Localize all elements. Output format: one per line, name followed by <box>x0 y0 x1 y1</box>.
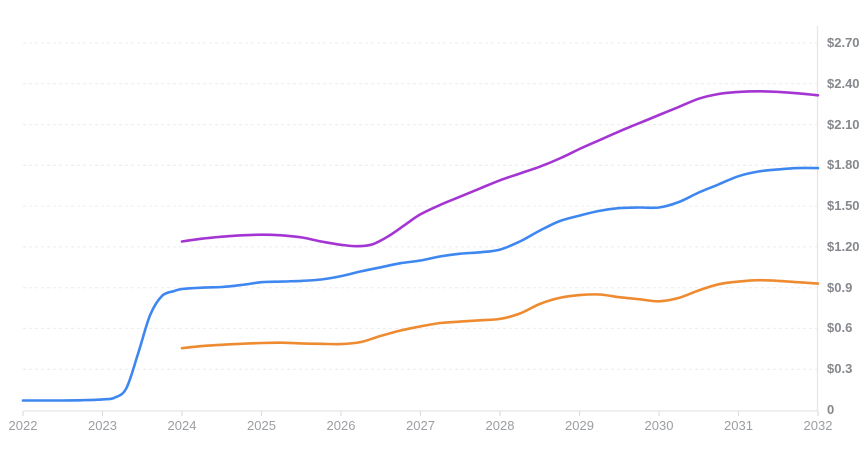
y-tick-label: $1.80 <box>827 157 860 173</box>
series-line-blue <box>21 166 820 402</box>
x-tick-label: 2025 <box>247 418 276 433</box>
x-tick-label: 2031 <box>724 418 753 433</box>
y-tick-label: $0.6 <box>827 320 853 336</box>
series-line-purple <box>180 90 820 248</box>
series-line-orange <box>180 278 820 350</box>
y-tick-label: $0.3 <box>827 361 853 377</box>
x-tick-label: 2027 <box>406 418 435 433</box>
y-tick-label: $2.10 <box>827 116 860 132</box>
x-tick-label: 2029 <box>565 418 594 433</box>
x-tick-label: 2026 <box>326 418 356 433</box>
x-tick-label: 2028 <box>485 418 515 433</box>
y-tick-label: $1.50 <box>827 198 860 214</box>
y-tick-label: $2.40 <box>827 75 860 91</box>
x-tick-label: 2030 <box>644 418 674 433</box>
y-tick-label: 0 <box>827 402 835 417</box>
x-tick-label: 2032 <box>803 418 833 433</box>
y-tick-label: $1.20 <box>827 238 860 254</box>
y-tick-label: $2.70 <box>827 35 860 50</box>
x-tick-label: 2022 <box>8 418 38 433</box>
x-tick-label: 2023 <box>88 418 117 433</box>
y-tick-label: $0.9 <box>827 279 853 295</box>
x-tick-label: 2024 <box>167 418 197 433</box>
